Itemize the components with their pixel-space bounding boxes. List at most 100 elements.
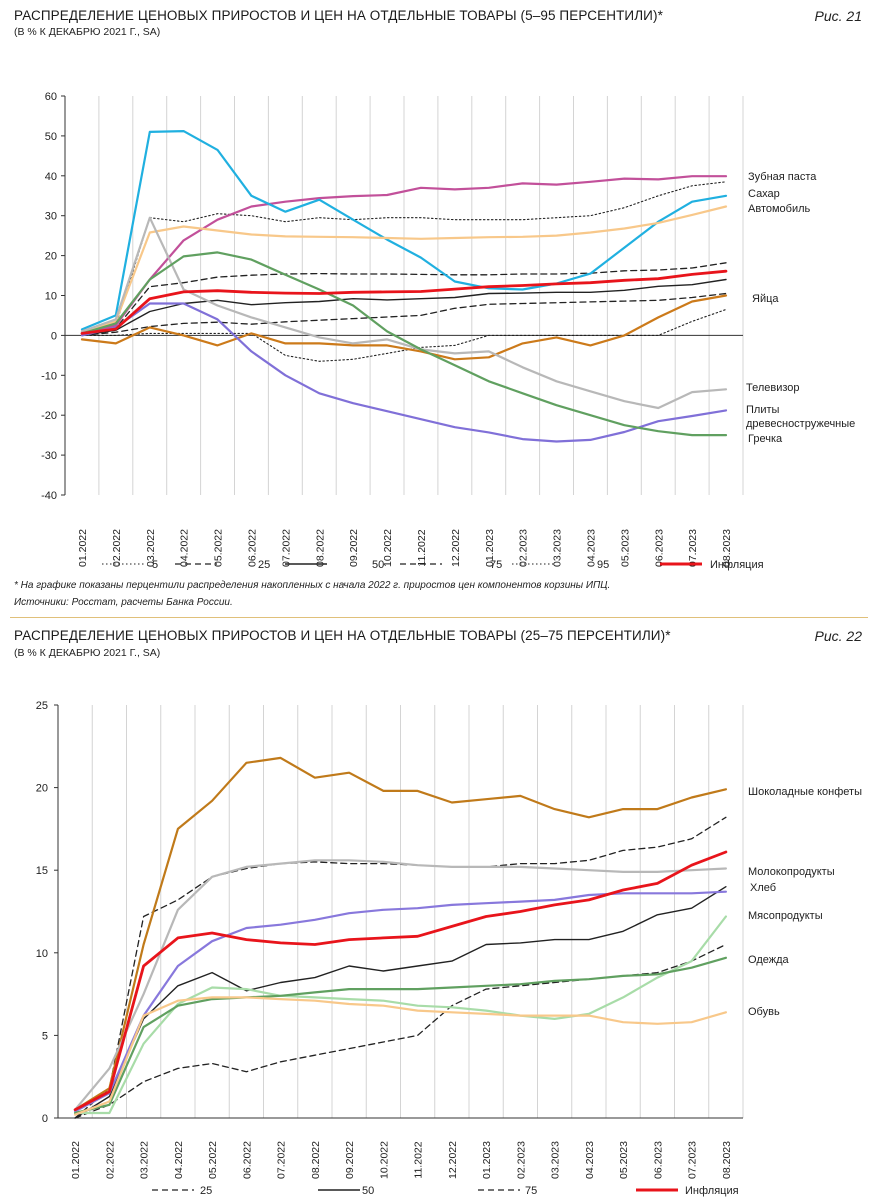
legend-label: 75 bbox=[525, 1185, 537, 1197]
legend-label: 75 bbox=[490, 559, 502, 571]
x-tick-label: 06.2023 bbox=[653, 529, 665, 567]
x-tick-label: 08.2023 bbox=[721, 529, 733, 567]
x-tick-label: 12.2022 bbox=[450, 529, 462, 567]
line-label: Шоколадные конфеты bbox=[748, 786, 862, 798]
x-tick-label: 02.2023 bbox=[518, 529, 530, 567]
line-label: Мясопродукты bbox=[748, 910, 823, 922]
series-line-25 bbox=[81, 292, 727, 337]
x-tick-label: 02.2022 bbox=[104, 1141, 116, 1179]
line-label: Зубная паста bbox=[748, 171, 817, 183]
series-line-инфляция bbox=[80, 269, 728, 335]
series-line-5 bbox=[81, 308, 727, 362]
line-label: Телевизор bbox=[746, 382, 800, 394]
figure22-subtitle: (В % К ДЕКАБРЮ 2021 Г., SA) bbox=[14, 647, 161, 659]
y-tick-label: 50 bbox=[45, 131, 57, 143]
series-line-сахар bbox=[80, 130, 728, 331]
figure21-title: РАСПРЕДЕЛЕНИЕ ЦЕНОВЫХ ПРИРОСТОВ И ЦЕН НА… bbox=[14, 8, 663, 23]
legend-label: 50 bbox=[362, 1185, 374, 1197]
legend-label: 95 bbox=[597, 559, 609, 571]
chart-figure21: 60 50 40 30 20 10 0 -10 -20 -30 -40 01.2022 02.2022 0… bbox=[41, 91, 855, 571]
series-line-шоколадные-конфеты bbox=[73, 756, 728, 1111]
y-tick-label: 60 bbox=[45, 91, 57, 103]
line-label: Молокопродукты bbox=[748, 866, 835, 878]
x-tick-label: 01.2023 bbox=[481, 1141, 493, 1179]
figure21-footnote: * На графике показаны перцентили распред… bbox=[14, 580, 611, 591]
x-tick-label: 05.2023 bbox=[618, 1141, 630, 1179]
line-label: Плиты bbox=[746, 404, 780, 416]
figure21-source: Источники: Росстат, расчеты Банка России… bbox=[14, 597, 233, 608]
y-tick-label: -30 bbox=[41, 450, 57, 462]
x-tick-label: 03.2023 bbox=[552, 529, 564, 567]
y-tick-label: 20 bbox=[45, 251, 57, 263]
x-tick-label: 01.2022 bbox=[77, 529, 89, 567]
figure22-number: Рис. 22 bbox=[814, 628, 862, 644]
x-tick-label: 07.2023 bbox=[687, 1141, 699, 1179]
x-tick-label: 09.2022 bbox=[348, 529, 360, 567]
line-label: Гречка bbox=[748, 433, 783, 445]
line-label: Одежда bbox=[748, 954, 790, 966]
series-line-плиты-древесностружечные bbox=[80, 302, 728, 443]
x-tick-label: 04.2022 bbox=[179, 529, 191, 567]
legend-label: Инфляция bbox=[685, 1185, 739, 1197]
y-tick-label: 25 bbox=[36, 700, 48, 712]
line-label: Обувь bbox=[748, 1006, 780, 1018]
y-tick-label: -20 bbox=[41, 410, 57, 422]
y-tick-label: 0 bbox=[51, 330, 57, 342]
line-label: древесностружечные bbox=[746, 418, 855, 430]
y-tick-label: 0 bbox=[42, 1113, 48, 1125]
series-line-обувь bbox=[73, 996, 728, 1116]
x-tick-label: 04.2022 bbox=[173, 1141, 185, 1179]
x-tick-label: 06.2022 bbox=[241, 1141, 253, 1179]
x-tick-label: 08.2022 bbox=[310, 1141, 322, 1179]
y-tick-label: 20 bbox=[36, 783, 48, 795]
y-tick-label: 30 bbox=[45, 211, 57, 223]
y-tick-label: 10 bbox=[36, 948, 48, 960]
line-label: Хлеб bbox=[750, 882, 776, 894]
x-tick-label: 10.2022 bbox=[378, 1141, 390, 1179]
x-tick-label: 08.2023 bbox=[721, 1141, 733, 1179]
series-line-зубная-паста bbox=[80, 175, 728, 335]
line-label: Автомобиль bbox=[748, 203, 811, 215]
x-tick-label: 11.2022 bbox=[413, 1141, 425, 1178]
series-line-хлеб bbox=[73, 890, 728, 1113]
legend-label: Инфляция bbox=[710, 559, 764, 571]
y-tick-label: 40 bbox=[45, 171, 57, 183]
y-tick-label: -10 bbox=[41, 370, 57, 382]
legend-label: 50 bbox=[372, 559, 384, 571]
x-tick-label: 04.2023 bbox=[584, 1141, 596, 1179]
x-tick-label: 03.2022 bbox=[145, 529, 157, 567]
x-tick-label: 05.2022 bbox=[207, 1141, 219, 1179]
x-tick-label: 12.2022 bbox=[447, 1141, 459, 1179]
x-tick-label: 11.2022 bbox=[416, 529, 428, 566]
x-tick-label: 03.2022 bbox=[139, 1141, 151, 1179]
x-tick-label: 03.2023 bbox=[550, 1141, 562, 1179]
series-line-50 bbox=[74, 886, 727, 1119]
legend-label: 5 bbox=[152, 559, 158, 571]
series-line-одежда bbox=[73, 956, 728, 1115]
figure21-subtitle: (В % К ДЕКАБРЮ 2021 Г., SA) bbox=[14, 26, 161, 38]
x-tick-label: 06.2022 bbox=[246, 529, 258, 567]
x-tick-label: 02.2022 bbox=[111, 529, 123, 567]
x-tick-label: 05.2023 bbox=[619, 529, 631, 567]
series-line-75 bbox=[81, 262, 727, 337]
series-line-яйца bbox=[80, 294, 728, 361]
section-divider bbox=[10, 617, 868, 618]
series-line-50 bbox=[81, 278, 727, 337]
series-line-автомобиль bbox=[80, 205, 728, 333]
y-tick-label: -40 bbox=[41, 490, 57, 502]
figure22-title: РАСПРЕДЕЛЕНИЕ ЦЕНОВЫХ ПРИРОСТОВ И ЦЕН НА… bbox=[14, 628, 671, 643]
series-line-95 bbox=[81, 181, 727, 336]
y-tick-label: 15 bbox=[36, 865, 48, 877]
y-tick-label: 5 bbox=[42, 1030, 48, 1042]
x-tick-label: 04.2023 bbox=[585, 529, 597, 567]
series-line-гречка bbox=[80, 251, 728, 437]
line-label: Сахар bbox=[748, 188, 780, 200]
series-line-инфляция bbox=[73, 850, 728, 1112]
legend-label: 25 bbox=[200, 1185, 212, 1197]
x-tick-label: 01.2022 bbox=[70, 1141, 82, 1179]
x-tick-label: 07.2023 bbox=[687, 529, 699, 567]
x-tick-label: 01.2023 bbox=[484, 529, 496, 567]
x-tick-label: 05.2022 bbox=[213, 529, 225, 567]
x-tick-label: 07.2022 bbox=[276, 1141, 288, 1179]
